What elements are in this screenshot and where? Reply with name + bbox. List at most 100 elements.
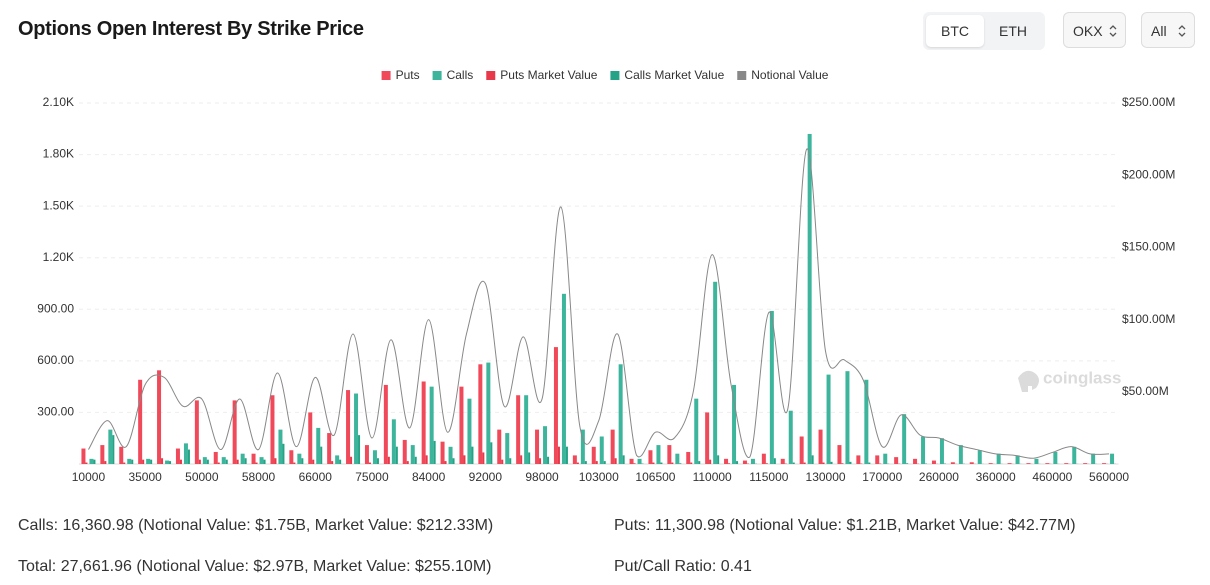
bar bbox=[213, 451, 218, 464]
x-tick-label: 84000 bbox=[412, 470, 446, 484]
bar bbox=[131, 459, 134, 464]
bar bbox=[675, 453, 680, 464]
bar bbox=[93, 459, 96, 464]
legend-swatch bbox=[381, 71, 391, 80]
x-tick-label: 110000 bbox=[693, 470, 732, 484]
bar bbox=[331, 461, 334, 464]
legend-swatch bbox=[610, 71, 620, 80]
bar bbox=[1072, 446, 1077, 464]
bar bbox=[293, 462, 296, 464]
bar bbox=[263, 459, 266, 464]
bar bbox=[894, 457, 899, 464]
bar bbox=[402, 439, 407, 464]
bar bbox=[433, 440, 436, 464]
bar bbox=[236, 459, 239, 464]
bar bbox=[709, 459, 712, 464]
bar bbox=[807, 133, 812, 464]
y-tick-label: 1.80K bbox=[43, 147, 74, 161]
bar bbox=[528, 452, 531, 464]
bar bbox=[119, 446, 124, 464]
bar bbox=[104, 461, 107, 464]
bar bbox=[1091, 453, 1096, 464]
bar bbox=[977, 450, 982, 464]
bar bbox=[335, 455, 340, 464]
bar bbox=[327, 433, 332, 464]
bar bbox=[557, 446, 560, 464]
y-tick-label: 2.10K bbox=[43, 95, 74, 109]
bar bbox=[799, 436, 804, 464]
bar bbox=[599, 436, 604, 464]
x-tick-label: 98000 bbox=[525, 470, 559, 484]
bar bbox=[996, 453, 1001, 464]
bar bbox=[459, 386, 464, 464]
bar bbox=[520, 455, 523, 464]
bar bbox=[175, 448, 180, 464]
tab-eth[interactable]: ETH bbox=[999, 23, 1027, 39]
exchange-select[interactable]: OKX bbox=[1063, 12, 1126, 48]
y2-tick-label: $200.00M bbox=[1122, 167, 1175, 181]
bar bbox=[958, 445, 963, 464]
legend-swatch bbox=[486, 71, 496, 80]
bar bbox=[509, 458, 512, 464]
bar bbox=[221, 457, 226, 464]
period-select[interactable]: All bbox=[1141, 12, 1195, 48]
bar bbox=[830, 461, 833, 464]
bar bbox=[282, 443, 285, 464]
bar bbox=[864, 379, 869, 464]
bar bbox=[849, 461, 852, 464]
bar bbox=[452, 458, 455, 464]
bar bbox=[667, 445, 672, 464]
bar bbox=[694, 398, 699, 464]
y-tick-label: 900.00 bbox=[37, 301, 74, 315]
bar bbox=[561, 293, 566, 464]
bar bbox=[142, 459, 145, 464]
bar bbox=[406, 461, 409, 464]
bar bbox=[921, 436, 926, 464]
bar bbox=[1102, 463, 1107, 464]
x-tick-label: 260000 bbox=[919, 470, 959, 484]
chart: coinglass 300.00 600.00 900.00 1.20K 1.50K 1.… bbox=[37, 68, 1175, 484]
puts-summary: Puts: 11,300.98 (Notional Value: $1.21B,… bbox=[614, 517, 1076, 534]
x-tick-label: 130000 bbox=[806, 470, 846, 484]
bar bbox=[637, 458, 642, 464]
legend-swatch bbox=[432, 71, 442, 80]
x-tick-label: 35000 bbox=[128, 470, 162, 484]
bar bbox=[198, 459, 201, 464]
bar bbox=[1034, 458, 1039, 464]
bar bbox=[410, 445, 415, 464]
bar bbox=[194, 400, 199, 464]
bar bbox=[274, 458, 277, 464]
bar bbox=[202, 457, 207, 464]
bar bbox=[414, 456, 417, 464]
bar bbox=[1026, 463, 1031, 464]
bar bbox=[259, 457, 264, 464]
bar bbox=[297, 453, 302, 464]
bar bbox=[553, 347, 558, 464]
bar bbox=[444, 461, 447, 464]
bar bbox=[391, 419, 396, 464]
bar bbox=[372, 450, 377, 464]
bar bbox=[346, 390, 351, 464]
bar bbox=[837, 445, 842, 464]
bar bbox=[206, 459, 209, 464]
y2-tick-label: $150.00M bbox=[1122, 240, 1175, 254]
bar bbox=[761, 453, 766, 464]
bar bbox=[501, 459, 504, 464]
chevron bbox=[1178, 25, 1186, 37]
bar bbox=[788, 410, 793, 464]
y-tick-label: 1.20K bbox=[43, 250, 74, 264]
bar bbox=[728, 463, 731, 464]
legend-label: Puts bbox=[396, 68, 420, 82]
y2-tick-label: $100.00M bbox=[1122, 312, 1175, 326]
bar bbox=[580, 429, 585, 464]
bar bbox=[165, 460, 170, 464]
bar bbox=[232, 400, 237, 464]
bar bbox=[792, 462, 795, 464]
bar bbox=[482, 452, 485, 464]
bar bbox=[969, 462, 974, 464]
bar bbox=[187, 449, 190, 464]
bar bbox=[1053, 451, 1058, 464]
bar bbox=[811, 455, 814, 464]
tab-btc[interactable]: BTC bbox=[926, 15, 984, 47]
